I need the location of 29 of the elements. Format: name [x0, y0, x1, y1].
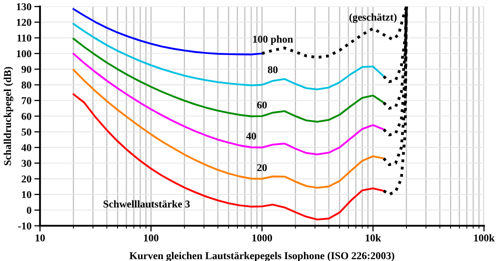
x-tick-label: 10 [36, 234, 45, 242]
y-tick-label: 110 [17, 34, 32, 42]
y-tick-label: 70 [22, 97, 32, 104]
annotation: 40 [246, 132, 256, 140]
y-tick-label: 0 [26, 206, 32, 214]
x-tick-label: 100 [144, 234, 158, 242]
y-tick-label: 80 [22, 82, 32, 89]
y-tick-label: 30 [22, 160, 32, 167]
y-tick-label: -10 [18, 222, 32, 230]
y-tick-label: 60 [22, 112, 32, 120]
y-tick-label: 130 [16, 3, 32, 10]
y-tick-label: 120 [16, 18, 32, 26]
x-tick-label: 1000 [252, 234, 272, 242]
y-tick-label: 50 [22, 128, 32, 136]
annotation: 20 [257, 164, 267, 172]
annotation: (geschätzt) [349, 13, 397, 23]
y-tick-label: 100 [16, 50, 32, 58]
y-tick-label: 40 [21, 144, 32, 152]
annotation: 80 [268, 66, 278, 74]
x-axis-title: Kurven gleichen Lautstärkepegels Isophone (ISO 226:2003) [130, 252, 394, 261]
y-axis-title: Schalldruckpegel (dB) [4, 66, 14, 166]
annotation: 60 [257, 101, 267, 108]
annotation: Schwelllautstärke 3 [104, 200, 190, 208]
x-tick-label: 100k [474, 234, 495, 242]
x-tick-label: 10k [366, 234, 382, 242]
y-tick-label: 10 [22, 191, 32, 198]
y-tick-label: 20 [22, 175, 32, 182]
annotation: 100 phon [253, 35, 294, 45]
y-tick-label: 90 [22, 66, 32, 73]
